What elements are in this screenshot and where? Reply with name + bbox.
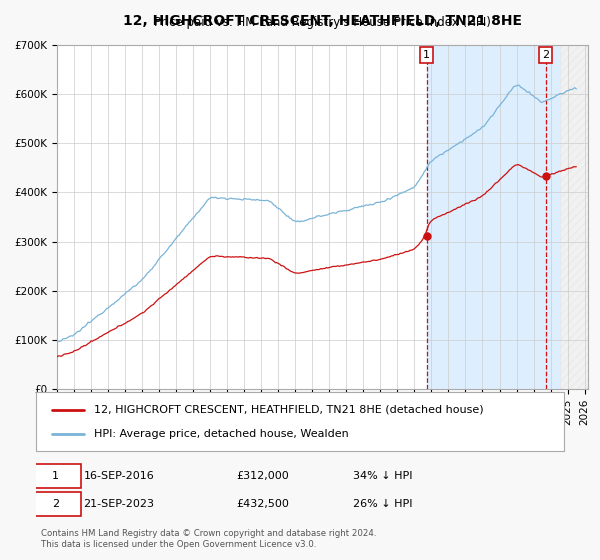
Text: 1: 1 (423, 50, 430, 60)
Bar (560, 45, 588, 389)
Text: 12, HIGHCROFT CRESCENT, HEATHFIELD, TN21 8HE (detached house): 12, HIGHCROFT CRESCENT, HEATHFIELD, TN21… (94, 405, 484, 414)
Text: Contains HM Land Registry data © Crown copyright and database right 2024.
This d: Contains HM Land Registry data © Crown c… (41, 529, 377, 549)
Text: 2: 2 (52, 500, 59, 509)
Text: Price paid vs. HM Land Registry's House Price Index (HPI): Price paid vs. HM Land Registry's House … (154, 16, 491, 29)
Text: £432,500: £432,500 (236, 500, 290, 509)
Text: 21-SEP-2023: 21-SEP-2023 (83, 500, 155, 509)
Text: 2: 2 (542, 50, 550, 60)
FancyBboxPatch shape (31, 464, 81, 488)
Text: 26% ↓ HPI: 26% ↓ HPI (353, 500, 412, 509)
Title: 12, HIGHCROFT CRESCENT, HEATHFIELD, TN21 8HE: 12, HIGHCROFT CRESCENT, HEATHFIELD, TN21… (123, 15, 522, 29)
Text: 1: 1 (52, 471, 59, 481)
Text: £312,000: £312,000 (236, 471, 289, 481)
FancyBboxPatch shape (31, 492, 81, 516)
Text: 34% ↓ HPI: 34% ↓ HPI (353, 471, 412, 481)
Bar (427, 45, 560, 389)
FancyBboxPatch shape (36, 392, 564, 451)
Text: 16-SEP-2016: 16-SEP-2016 (83, 471, 154, 481)
Text: HPI: Average price, detached house, Wealden: HPI: Average price, detached house, Weal… (94, 430, 349, 440)
